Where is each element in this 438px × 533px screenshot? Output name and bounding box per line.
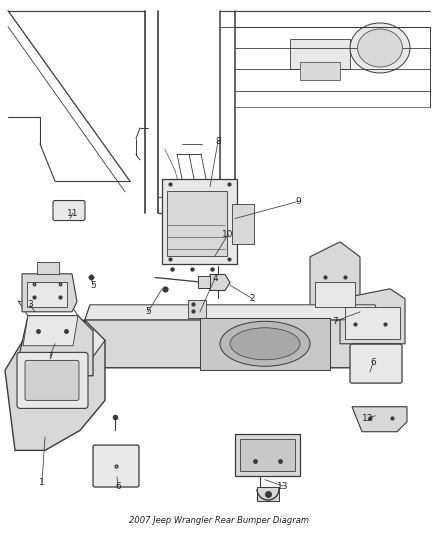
Text: 5: 5 [145,308,151,316]
Polygon shape [5,320,105,450]
Bar [240,439,295,471]
Polygon shape [22,274,77,312]
FancyBboxPatch shape [25,360,79,400]
Text: 2007 Jeep Wrangler Rear Bumper Diagram: 2007 Jeep Wrangler Rear Bumper Diagram [129,516,309,525]
FancyBboxPatch shape [93,445,139,487]
Polygon shape [340,289,405,344]
Text: 3: 3 [27,301,33,309]
Text: 6: 6 [370,358,376,367]
Polygon shape [23,316,78,346]
Bar [300,62,340,80]
Polygon shape [18,316,93,376]
Polygon shape [85,305,105,368]
Polygon shape [200,318,330,370]
Text: 1: 1 [39,478,45,487]
Text: 9: 9 [295,197,301,206]
Text: 12: 12 [362,414,374,423]
Polygon shape [85,305,380,320]
Ellipse shape [220,321,310,366]
FancyBboxPatch shape [350,344,402,383]
Polygon shape [162,179,237,264]
Bar [188,300,206,318]
Bar [232,204,254,244]
Ellipse shape [350,23,410,73]
Text: 10: 10 [222,230,234,239]
Text: 7: 7 [47,352,53,360]
Bar [257,487,279,501]
FancyBboxPatch shape [17,352,88,408]
Polygon shape [352,407,407,432]
Text: 13: 13 [277,482,289,490]
Bar [167,191,227,256]
Ellipse shape [230,328,300,360]
Text: 6: 6 [115,482,121,490]
Bar [27,282,67,307]
Ellipse shape [357,29,403,67]
Bar [315,282,355,307]
FancyBboxPatch shape [53,200,85,221]
Bar [290,39,350,69]
Text: 11: 11 [67,209,79,217]
Bar [345,307,400,339]
Text: 5: 5 [90,281,96,289]
Bar [235,434,300,476]
Polygon shape [310,242,360,312]
Bar [37,262,59,274]
Text: 4: 4 [212,274,218,282]
Text: 8: 8 [215,137,221,146]
Bar [198,277,210,288]
Polygon shape [210,274,230,290]
Polygon shape [75,320,390,368]
Text: 2: 2 [249,294,255,303]
Text: 7: 7 [332,317,338,326]
